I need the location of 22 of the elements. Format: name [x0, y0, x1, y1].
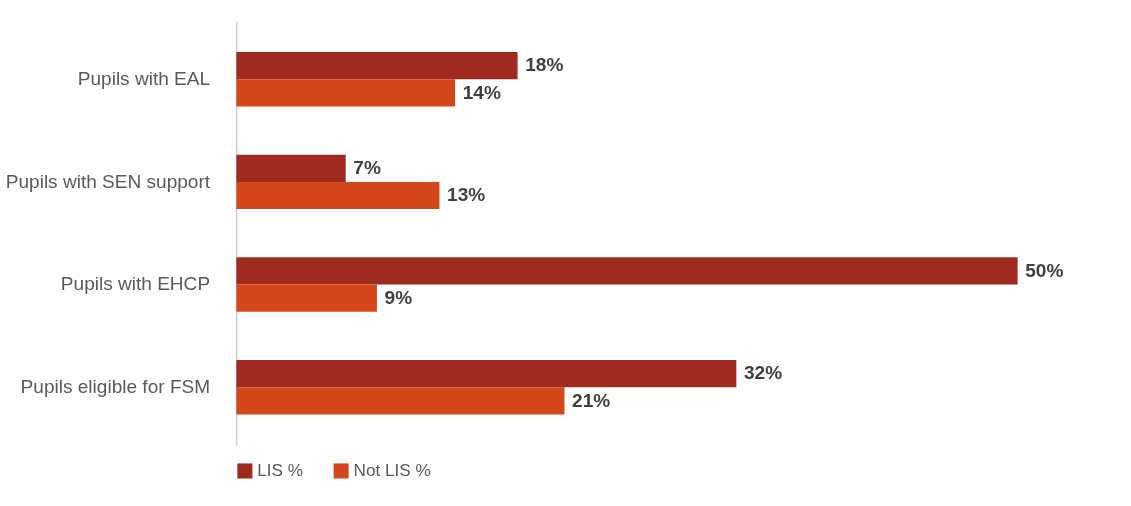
data-label: 7% [353, 157, 381, 179]
legend-label: Not LIS % [353, 459, 431, 480]
y-tick-label: Pupils eligible for FSM [20, 375, 211, 397]
bar [236, 52, 518, 80]
bar [236, 284, 377, 312]
data-label: 50% [1025, 259, 1064, 281]
bar [236, 257, 1018, 285]
y-tick-label: Pupils with EAL [77, 67, 211, 89]
data-label: 13% [447, 184, 486, 206]
y-tick-label: Pupils with SEN support [5, 170, 211, 192]
data-label: 21% [572, 389, 611, 411]
data-label: 18% [525, 54, 564, 76]
data-label: 9% [384, 286, 413, 308]
bar [236, 79, 456, 107]
data-label: 14% [462, 81, 501, 103]
bar [236, 387, 565, 415]
bar [236, 154, 346, 182]
legend-label: LIS % [257, 459, 303, 480]
y-tick-label: Pupils with EHCP [60, 273, 211, 295]
data-label: 32% [743, 362, 783, 384]
bar [236, 181, 440, 210]
bar [236, 360, 737, 388]
